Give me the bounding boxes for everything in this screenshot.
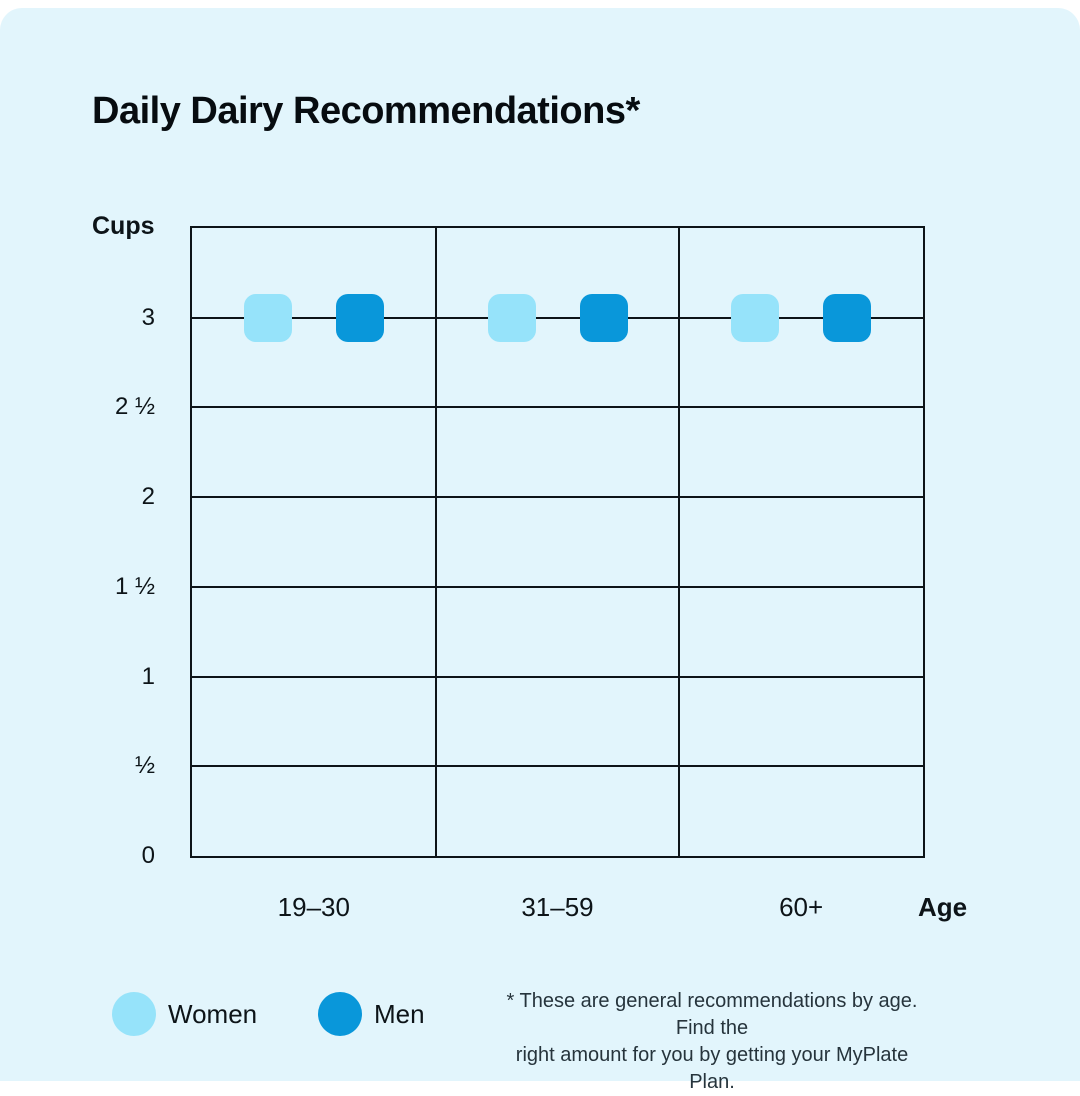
page-title: Daily Dairy Recommendations* (92, 90, 640, 132)
gridline-h-2.5 (192, 406, 923, 409)
x-tick-label-31–59: 31–59 (521, 892, 594, 922)
y-tick-label-1.5: 1 ½ (114, 572, 155, 600)
marker-women-31–59 (487, 293, 536, 342)
legend-label-men: Men (374, 999, 425, 1029)
gridline-h-1.5 (192, 585, 923, 588)
marker-women-19–30 (243, 293, 292, 342)
marker-men-19–30 (335, 293, 384, 342)
gridline-h-0.5 (192, 765, 923, 768)
infographic-canvas: Daily Dairy Recommendations* Cups 3 2 ½ 2 1… (0, 8, 1080, 1093)
y-tick-label-3: 3 (141, 303, 155, 331)
x-axis-title: Age (918, 892, 968, 922)
y-tick-label-0.5: ½ (134, 752, 155, 780)
legend-label-women: Women (168, 999, 258, 1029)
marker-men-31–59 (579, 293, 628, 342)
x-tick-labels: 19–30 31–59 60+ (192, 890, 923, 924)
gridline-h-2 (192, 496, 923, 499)
y-tick-label-0: 0 (141, 842, 155, 869)
x-tick-label-19–30: 19–30 (277, 892, 350, 922)
gridline-h-1 (192, 675, 923, 678)
legend-swatch-men-icon (318, 992, 362, 1036)
x-tick-label-60+: 60+ (779, 892, 824, 922)
legend-swatch-women-icon (112, 992, 156, 1036)
y-tick-labels: 3 2 ½ 2 1 ½ 1 ½ 0 (60, 228, 155, 869)
gridline-h-3 (192, 316, 923, 319)
marker-men-60+ (823, 293, 872, 342)
gridline-v-2 (678, 228, 681, 856)
y-tick-label-2: 2 (141, 483, 155, 511)
footnote-line-2: right amount for you by getting your MyP… (515, 1044, 909, 1093)
gridline-v-1 (434, 228, 437, 856)
y-axis-title: Cups (92, 212, 155, 240)
footnote: * These are general recommendations by a… (492, 988, 932, 1096)
y-tick-label-2.5: 2 ½ (114, 393, 155, 421)
plot-area (190, 226, 925, 858)
marker-women-60+ (731, 293, 780, 342)
footnote-line-1: * These are general recommendations by a… (506, 990, 918, 1039)
y-tick-label-1: 1 (141, 662, 155, 690)
